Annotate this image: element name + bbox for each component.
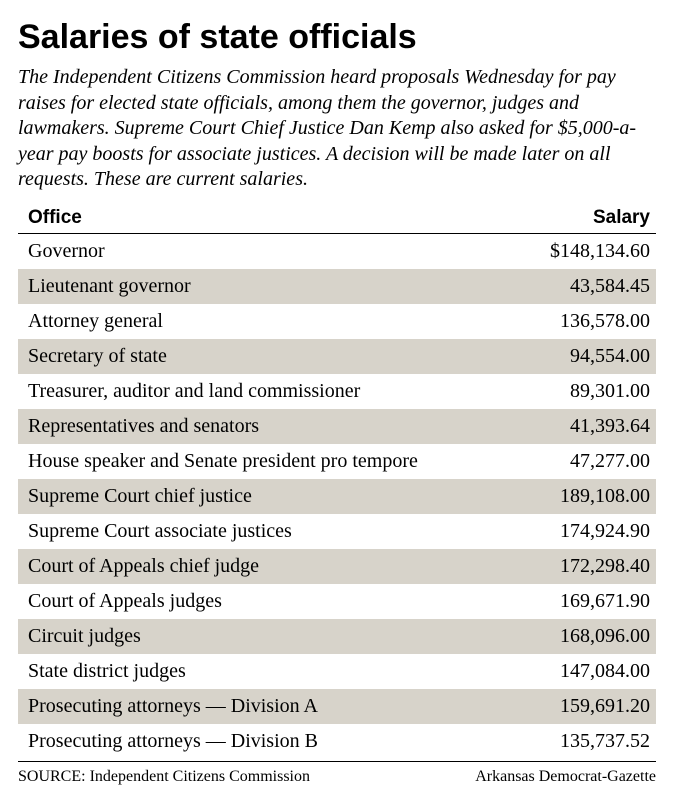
cell-office: Treasurer, auditor and land commissioner xyxy=(28,378,520,405)
cell-salary: 172,298.40 xyxy=(520,553,650,580)
table-row: State district judges 147,084.00 xyxy=(18,654,656,689)
cell-office: Supreme Court associate justices xyxy=(28,518,520,545)
table-row: Prosecuting attorneys — Division B 135,7… xyxy=(18,724,656,759)
cell-office: Lieutenant governor xyxy=(28,273,520,300)
publication-name: Arkansas Democrat-Gazette xyxy=(475,768,656,786)
cell-office: Representatives and senators xyxy=(28,413,520,440)
cell-salary: 47,277.00 xyxy=(520,448,650,475)
cell-office: Supreme Court chief justice xyxy=(28,483,520,510)
table-row: Court of Appeals chief judge 172,298.40 xyxy=(18,549,656,584)
cell-office: Attorney general xyxy=(28,308,520,335)
cell-salary: 94,554.00 xyxy=(520,343,650,370)
header-salary: Salary xyxy=(520,207,650,229)
cell-salary: 174,924.90 xyxy=(520,518,650,545)
table-row: Lieutenant governor 43,584.45 xyxy=(18,269,656,304)
cell-salary: 89,301.00 xyxy=(520,378,650,405)
salary-table: Office Salary Governor $148,134.60 Lieut… xyxy=(18,203,656,759)
source-label: SOURCE: xyxy=(18,768,90,785)
footer: SOURCE: Independent Citizens Commission … xyxy=(18,761,656,786)
cell-office: Court of Appeals judges xyxy=(28,588,520,615)
table-row: Supreme Court chief justice 189,108.00 xyxy=(18,479,656,514)
cell-salary: 136,578.00 xyxy=(520,308,650,335)
table-row: Secretary of state 94,554.00 xyxy=(18,339,656,374)
cell-salary: 168,096.00 xyxy=(520,623,650,650)
cell-office: Secretary of state xyxy=(28,343,520,370)
cell-salary: 43,584.45 xyxy=(520,273,650,300)
cell-office: State district judges xyxy=(28,658,520,685)
cell-salary: 41,393.64 xyxy=(520,413,650,440)
table-row: Attorney general 136,578.00 xyxy=(18,304,656,339)
cell-office: House speaker and Senate president pro t… xyxy=(28,448,520,475)
table-row: Representatives and senators 41,393.64 xyxy=(18,409,656,444)
cell-office: Prosecuting attorneys — Division B xyxy=(28,728,520,755)
cell-salary: 159,691.20 xyxy=(520,693,650,720)
table-row: House speaker and Senate president pro t… xyxy=(18,444,656,479)
cell-office: Governor xyxy=(28,238,520,265)
cell-salary: 147,084.00 xyxy=(520,658,650,685)
table-header-row: Office Salary xyxy=(18,203,656,234)
cell-office: Court of Appeals chief judge xyxy=(28,553,520,580)
cell-salary: 135,737.52 xyxy=(520,728,650,755)
table-row: Supreme Court associate justices 174,924… xyxy=(18,514,656,549)
table-row: Treasurer, auditor and land commissioner… xyxy=(18,374,656,409)
cell-salary: 169,671.90 xyxy=(520,588,650,615)
table-row: Governor $148,134.60 xyxy=(18,234,656,269)
intro-text: The Independent Citizens Commission hear… xyxy=(18,65,656,193)
table-row: Prosecuting attorneys — Division A 159,6… xyxy=(18,689,656,724)
cell-salary: 189,108.00 xyxy=(520,483,650,510)
table-row: Court of Appeals judges 169,671.90 xyxy=(18,584,656,619)
cell-office: Prosecuting attorneys — Division A xyxy=(28,693,520,720)
cell-salary: $148,134.60 xyxy=(520,238,650,265)
source-line: SOURCE: Independent Citizens Commission xyxy=(18,768,310,786)
page-title: Salaries of state officials xyxy=(18,18,656,57)
source-value: Independent Citizens Commission xyxy=(90,768,310,785)
table-row: Circuit judges 168,096.00 xyxy=(18,619,656,654)
cell-office: Circuit judges xyxy=(28,623,520,650)
header-office: Office xyxy=(28,207,520,229)
